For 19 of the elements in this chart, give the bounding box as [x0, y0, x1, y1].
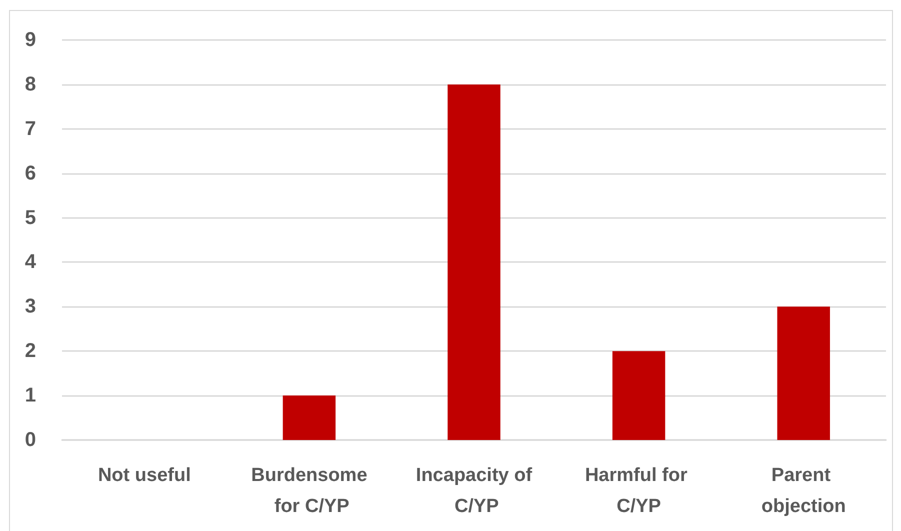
bar [282, 396, 336, 440]
x-tick-label: Harmful for C/YP [584, 465, 693, 517]
x-tick-label: Not useful [98, 465, 191, 486]
y-tick-label: 2 [24, 340, 36, 362]
x-tick-label: Parent objection [761, 465, 846, 517]
bar [448, 84, 500, 440]
y-tick-label: 7 [24, 118, 36, 140]
y-tick-label: 9 [24, 29, 36, 51]
x-tick-label: Burdensome for C/YP [251, 465, 368, 517]
bar [612, 351, 666, 440]
y-tick-label: 0 [24, 429, 36, 451]
y-tick-label: 3 [24, 296, 36, 318]
y-tick-label: 1 [24, 384, 36, 407]
y-tick-label: 4 [24, 251, 37, 274]
y-tick-label: 8 [24, 73, 36, 96]
y-tick-label: 5 [24, 206, 36, 229]
bar [777, 306, 830, 440]
y-tick-label: 6 [24, 162, 36, 184]
x-tick-label: Incapacity of C/YP [416, 465, 533, 517]
